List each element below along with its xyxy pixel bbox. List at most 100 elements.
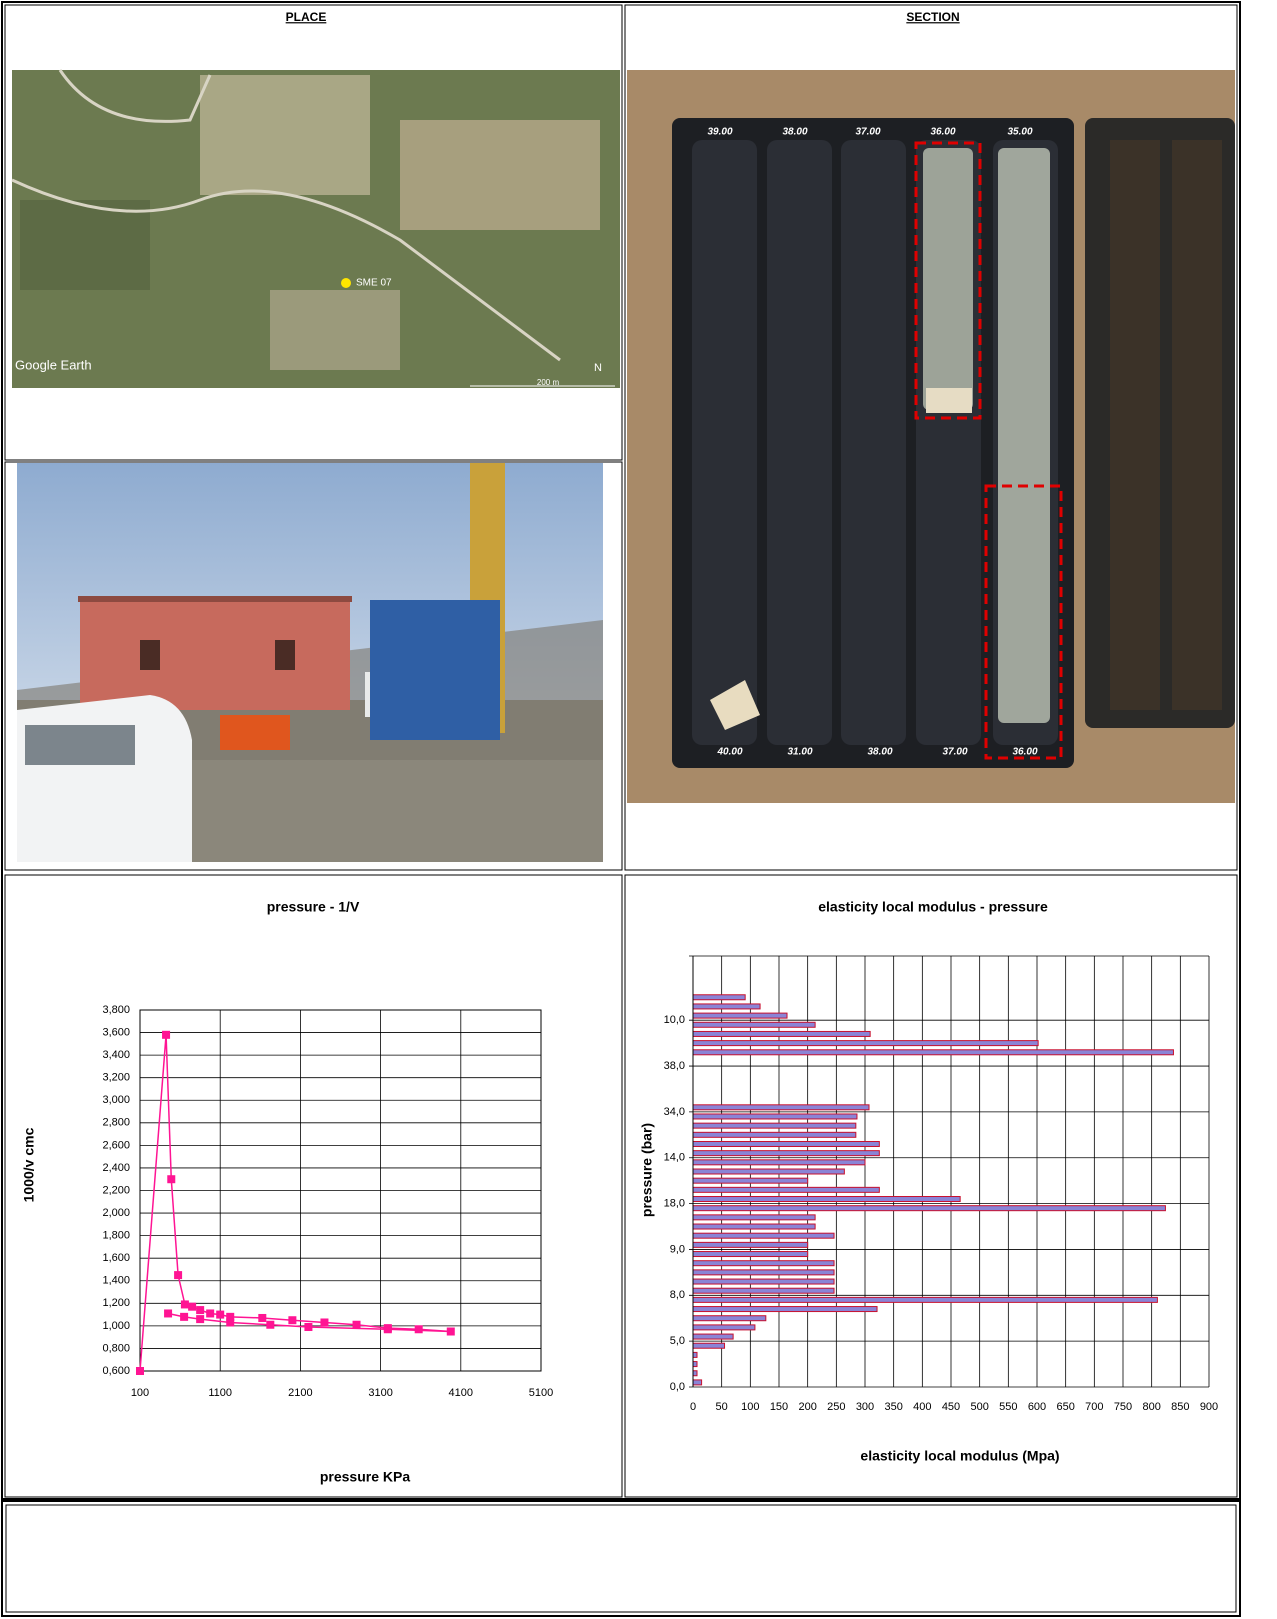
bar [692,1021,816,1028]
y-tick-label: 2,600 [102,1139,130,1151]
x-tick-label: 100 [131,1387,149,1399]
x-tick-label: 50 [716,1401,728,1413]
notes-frame [1,1500,1241,1617]
x-tick-label: 800 [1142,1401,1160,1413]
pressure-volume-chart: pressure - 1/V pressure KPa 1000/v cmc 0,60… [21,899,554,1485]
data-point [446,1327,455,1336]
bar [692,1278,835,1285]
core-label: 37.00 [942,747,967,758]
cell-section [624,4,1238,871]
y-tick-label: 9,0 [670,1243,685,1255]
x-tick-label: 5100 [529,1387,553,1399]
data-point [180,1300,189,1309]
bar [692,1315,767,1322]
modulus-chart: elasticity local modulus - pressure elast… [639,899,1218,1464]
bar [692,1003,761,1010]
bar [692,1361,698,1368]
bar [692,1049,1174,1056]
x-tick-label: 300 [856,1401,874,1413]
place-header: PLACE [286,10,327,24]
core-label: 38.00 [782,127,807,138]
core-label: 38.00 [867,747,892,758]
cell-chart-left [4,874,623,1498]
x-tick-label: 600 [1028,1401,1046,1413]
bar [692,1113,858,1120]
bar [692,994,746,1001]
map-image: Google Earth SME 07 200 m N [11,69,620,388]
data-point [266,1320,275,1329]
x-tick-label: 550 [999,1401,1017,1413]
x-tick-label: 150 [770,1401,788,1413]
data-point [206,1309,215,1318]
bar [692,1287,835,1294]
data-point [174,1271,183,1280]
bar [692,1104,870,1111]
bar [692,1012,788,1019]
data-point [216,1310,225,1319]
x-tick-label: 250 [827,1401,845,1413]
bar [692,1223,816,1230]
y-tick-label: 1,400 [102,1275,130,1287]
data-point [226,1312,235,1321]
bar [692,1177,809,1184]
y-tick-label: 1,600 [102,1252,130,1264]
bar [692,1140,880,1147]
y-tick-label: 2,200 [102,1184,130,1196]
bar [692,1122,857,1129]
y-tick-label: 0,600 [102,1365,130,1377]
bar [692,1296,1158,1303]
data-point [188,1302,197,1311]
map-brand: Google Earth [15,357,92,372]
bar [692,1232,835,1239]
data-point [288,1316,297,1325]
bar [692,1159,866,1166]
cell-chart-right [624,874,1238,1498]
bar [692,1030,871,1037]
x-tick-label: 200 [798,1401,816,1413]
x-tick-label: 450 [942,1401,960,1413]
x-tick-label: 650 [1056,1401,1074,1413]
data-point [196,1306,205,1315]
outer-frame [1,1,1241,1500]
y-tick-label: 3,600 [102,1026,130,1038]
y-tick-label: 34,0 [664,1106,685,1118]
x-tick-label: 3100 [368,1387,392,1399]
section-header: SECTION [906,10,959,24]
bar [692,1168,845,1175]
x-axis-label: pressure KPa [320,1469,410,1485]
bar [692,1214,816,1221]
y-tick-label: 2,000 [102,1207,130,1219]
y-axis-label: 1000/v cmc [21,1127,37,1202]
data-point [162,1030,171,1039]
plot-frame [139,1009,542,1372]
x-tick-label: 2100 [288,1387,312,1399]
bar [692,1196,961,1203]
core-label: 36.00 [1012,747,1037,758]
y-tick-label: 3,000 [102,1094,130,1106]
map-north: N [594,362,602,374]
x-tick-label: 900 [1200,1401,1218,1413]
core-label: 37.00 [855,127,880,138]
data-point [196,1315,205,1324]
bar [692,1251,809,1258]
y-tick-label: 3,400 [102,1049,130,1061]
data-point [164,1309,173,1318]
x-tick-label: 4100 [449,1387,473,1399]
x-tick-label: 1100 [208,1387,232,1399]
y-tick-label: 2,400 [102,1162,130,1174]
x-tick-label: 500 [970,1401,988,1413]
data-line [139,1034,451,1372]
bar [692,1342,726,1349]
y-tick-label: 8,0 [670,1289,685,1301]
chart-title: pressure - 1/V [267,899,360,915]
y-tick-label: 0,0 [670,1381,685,1393]
data-point [167,1175,176,1184]
data-point [226,1318,235,1327]
x-tick-label: 350 [884,1401,902,1413]
x-tick-label: 750 [1114,1401,1132,1413]
data-point [414,1325,423,1334]
core-label: 31.00 [787,747,812,758]
core-label: 35.00 [1007,127,1032,138]
map-marker: SME 07 [356,278,392,289]
